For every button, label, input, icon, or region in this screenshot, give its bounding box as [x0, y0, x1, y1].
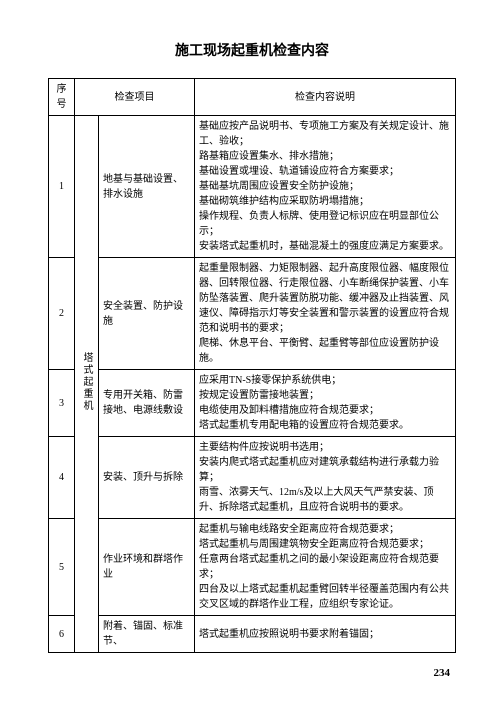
cell-seq: 6: [49, 616, 75, 653]
cell-item: 安全装置、防护设施: [99, 258, 195, 370]
cell-desc: 基础应按产品说明书、专项施工方案及有关规定设计、施工、验收；路基箱应设置集水、排…: [195, 116, 456, 258]
cell-category: 塔式起重机: [75, 116, 99, 653]
page-number: 234: [48, 667, 456, 679]
cell-desc: 塔式起重机应按照说明书要求附着锚固；: [195, 616, 456, 653]
table-row: 4 安装、顶升与拆除 主要结构件应按说明书选用；安装内爬式塔式起重机应对建筑承载…: [49, 437, 456, 519]
table-row: 1 塔式起重机 地基与基础设置、排水设施 基础应按产品说明书、专项施工方案及有关…: [49, 116, 456, 258]
cell-seq: 1: [49, 116, 75, 258]
cell-seq: 3: [49, 370, 75, 437]
table-row: 6 附着、锚固、标准节、 塔式起重机应按照说明书要求附着锚固；: [49, 616, 456, 653]
page-title: 施工现场起重机检查内容: [48, 40, 456, 60]
inspection-table: 序号 检查项目 检查内容说明 1 塔式起重机 地基与基础设置、排水设施 基础应按…: [48, 78, 456, 653]
cell-desc: 起重机与输电线路安全距离应符合规范要求；塔式起重机与周围建筑物安全距离应符合规范…: [195, 519, 456, 616]
cell-item: 专用开关箱、防雷接地、电源线敷设: [99, 370, 195, 437]
cell-item: 附着、锚固、标准节、: [99, 616, 195, 653]
cell-desc: 主要结构件应按说明书选用；安装内爬式塔式起重机应对建筑承载结构进行承载力验算；雨…: [195, 437, 456, 519]
table-row: 3 专用开关箱、防雷接地、电源线敷设 应采用TN-S接零保护系统供电；按规定设置…: [49, 370, 456, 437]
cell-seq: 2: [49, 258, 75, 370]
table-header-row: 序号 检查项目 检查内容说明: [49, 79, 456, 116]
cell-seq: 5: [49, 519, 75, 616]
header-seq: 序号: [49, 79, 75, 116]
table-row: 2 安全装置、防护设施 起重量限制器、力矩限制器、起升高度限位器、幅度限位器、回…: [49, 258, 456, 370]
cell-item: 地基与基础设置、排水设施: [99, 116, 195, 258]
cell-item: 安装、顶升与拆除: [99, 437, 195, 519]
header-item: 检查项目: [75, 79, 195, 116]
cell-seq: 4: [49, 437, 75, 519]
cell-desc: 应采用TN-S接零保护系统供电；按规定设置防雷接地装置；电缆使用及卸料槽措施应符…: [195, 370, 456, 437]
cell-desc: 起重量限制器、力矩限制器、起升高度限位器、幅度限位器、回转限位器、行走限位器、小…: [195, 258, 456, 370]
table-row: 5 作业环境和群塔作业 起重机与输电线路安全距离应符合规范要求；塔式起重机与周围…: [49, 519, 456, 616]
cell-item: 作业环境和群塔作业: [99, 519, 195, 616]
header-desc: 检查内容说明: [195, 79, 456, 116]
